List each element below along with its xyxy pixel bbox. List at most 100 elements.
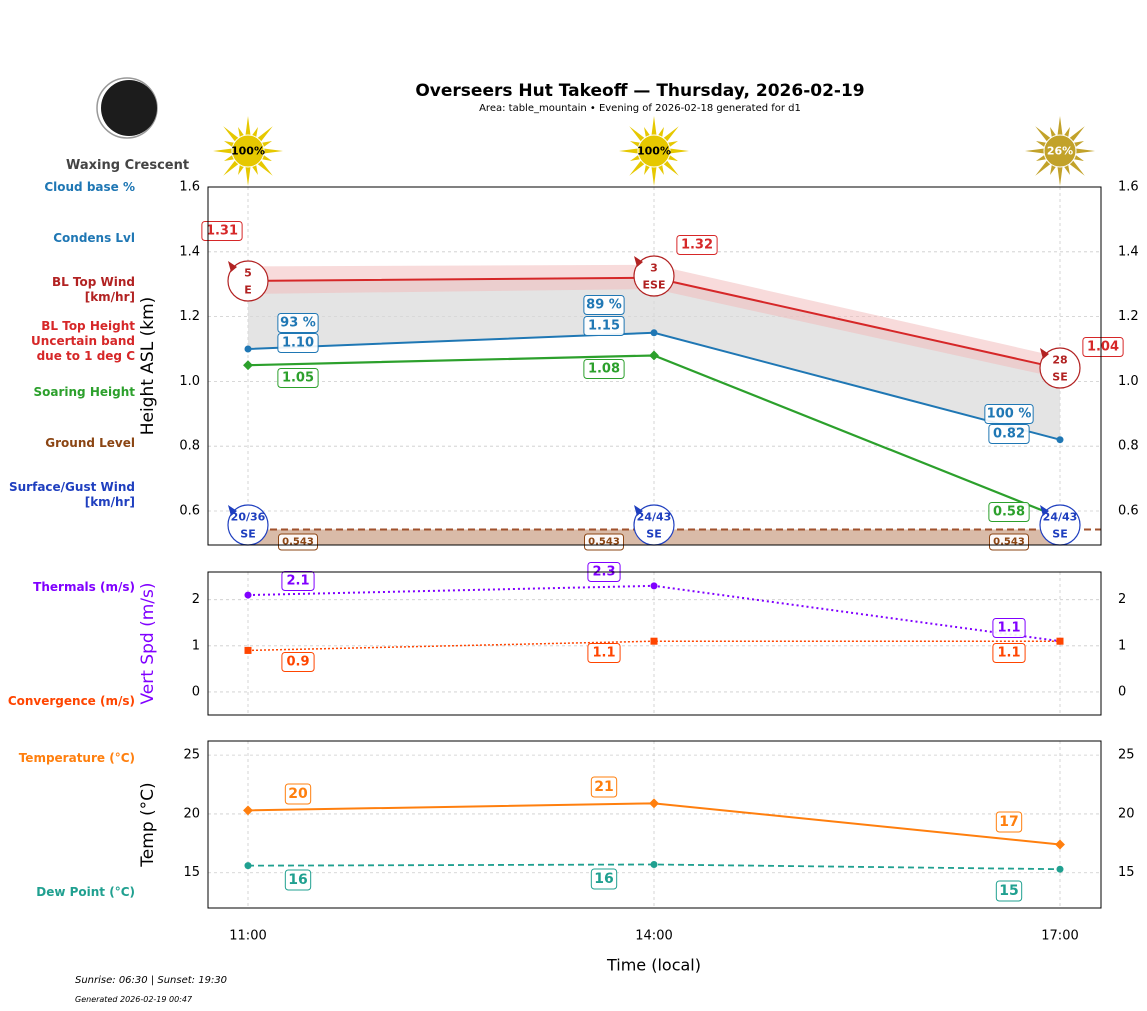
soaring-height-value-label: 0.58 xyxy=(993,505,1025,520)
convergence-value-label-box xyxy=(281,652,315,672)
dew-point-value-label-box xyxy=(590,868,618,890)
sun-ray xyxy=(661,126,679,144)
y-tick-label: 1.4 xyxy=(179,244,200,259)
dew-point-point xyxy=(1056,865,1064,873)
sun-ray xyxy=(619,148,641,154)
sun-disc xyxy=(231,134,265,168)
soaring-point xyxy=(649,350,659,361)
sun-ray xyxy=(1035,158,1053,176)
legend-condens-level: Condens Lvl xyxy=(53,231,135,245)
bl-top-wind-circle xyxy=(227,260,269,302)
dew-point-value-label: 16 xyxy=(594,871,613,887)
y-tick-label-right: 0 xyxy=(1118,684,1126,699)
soaring-height-value-label-box xyxy=(988,502,1030,522)
convergence-value-label-box xyxy=(992,643,1026,663)
y-tick-label: 25 xyxy=(183,748,200,763)
bl-top-value-label: 1.32 xyxy=(681,238,713,253)
plot-frame xyxy=(207,740,1102,909)
bl-top-value-label-box xyxy=(201,221,243,241)
condens-level-value-label: 1.10 xyxy=(282,336,314,351)
ground-level-value-label-box xyxy=(278,533,318,551)
y-axis-label: Height ASL (km) xyxy=(138,297,158,436)
x-axis-label: Time (local) xyxy=(606,956,701,975)
temperature-value-label: 20 xyxy=(288,786,308,802)
sun-ray xyxy=(1057,164,1063,186)
temperature-point xyxy=(243,805,253,816)
surface-wind-direction: SE xyxy=(240,528,255,541)
surface-wind-arrow-icon xyxy=(634,505,643,516)
sun-ray xyxy=(223,126,241,144)
y-tick-label: 1.0 xyxy=(179,374,200,389)
condens-level-value-label-box xyxy=(277,333,319,353)
y-tick-label-right: 1 xyxy=(1118,638,1126,653)
y-axis-label: Vert Spd (m/s) xyxy=(138,582,158,704)
legend-convergence: Convergence (m/s) xyxy=(7,694,135,708)
sun-disc xyxy=(637,134,671,168)
bl-top-wind-circle xyxy=(633,255,675,297)
y-tick-label-right: 0.8 xyxy=(1118,439,1139,454)
convergence-value-label-box xyxy=(587,643,621,663)
y-tick-label: 1 xyxy=(192,638,200,653)
temperature-point xyxy=(1055,839,1065,850)
cloud-layer-fill xyxy=(248,277,1060,440)
convergence-point xyxy=(650,637,658,645)
thermals-point xyxy=(650,582,658,590)
dew-point-value-label: 16 xyxy=(288,872,307,888)
temperature-value-label-box xyxy=(995,811,1023,833)
bl-top-wind-speed: 3 xyxy=(650,262,658,275)
surface-wind-speed: 24/43 xyxy=(1043,511,1078,524)
temperature-point xyxy=(649,798,659,809)
plot-frame xyxy=(207,571,1102,716)
temperature-value-label-box xyxy=(284,783,312,805)
moon-icon xyxy=(101,80,157,136)
sun-ray xyxy=(245,164,251,186)
dew-point-value-label-box xyxy=(995,880,1023,902)
convergence-point xyxy=(244,646,252,654)
sun-ray xyxy=(651,164,657,186)
legend-surface-wind: Surface/Gust Wind [km/hr] xyxy=(9,480,135,509)
surface-wind-direction: SE xyxy=(646,528,661,541)
y-tick-label: 0 xyxy=(192,684,200,699)
bl-top-wind-arrow-icon xyxy=(1040,348,1049,359)
sun-ray xyxy=(213,148,235,154)
surface-wind-speed: 20/36 xyxy=(231,511,266,524)
y-tick-label-right: 1.6 xyxy=(1118,180,1139,195)
convergence-line xyxy=(247,640,1060,652)
sun-ray xyxy=(255,126,273,144)
sun-icon-label: 100% xyxy=(637,145,671,158)
sun-ray xyxy=(1057,116,1063,138)
sun-ray xyxy=(629,158,647,176)
surface-wind-arrow-icon xyxy=(228,505,237,516)
ground-level-value-label: 0.543 xyxy=(993,537,1025,548)
cloud-base-pct-label-box xyxy=(277,313,319,333)
x-tick-label: 11:00 xyxy=(229,929,266,944)
dew-point-value-label: 15 xyxy=(999,883,1018,899)
y-tick-label: 0.8 xyxy=(179,439,200,454)
temperature-value-label: 21 xyxy=(594,779,613,795)
y-tick-label-right: 1.2 xyxy=(1118,309,1139,324)
y-tick-label: 1.2 xyxy=(179,309,200,324)
convergence-point xyxy=(1056,637,1064,645)
y-axis-label: Temp (°C) xyxy=(138,782,158,867)
sun-ray xyxy=(661,158,679,176)
bl-top-wind-circle xyxy=(1039,347,1081,389)
bl-top-value-label-box xyxy=(1082,337,1124,357)
sun-ray xyxy=(1035,126,1053,144)
soaring-height-value-label-box xyxy=(277,368,319,388)
soaring-height-value-label: 1.08 xyxy=(588,362,620,377)
sun-icon xyxy=(213,116,283,186)
soaring-height-value-label-box xyxy=(583,359,625,379)
sun-ray xyxy=(1067,158,1085,176)
ground-level-value-label-box xyxy=(584,533,624,551)
plot-frame xyxy=(207,186,1102,546)
legend-soaring-height: Soaring Height xyxy=(33,385,136,399)
y-tick-label: 1.6 xyxy=(179,180,200,195)
convergence-value-label: 1.1 xyxy=(997,646,1020,661)
dew-point-line xyxy=(247,863,1061,871)
sun-ray xyxy=(255,158,273,176)
convergence-value-label: 1.1 xyxy=(592,646,615,661)
generated-timestamp: Generated 2026-02-19 00:47 xyxy=(75,995,193,1004)
thermals-value-label: 2.1 xyxy=(286,574,309,589)
sun-icon xyxy=(619,116,689,186)
